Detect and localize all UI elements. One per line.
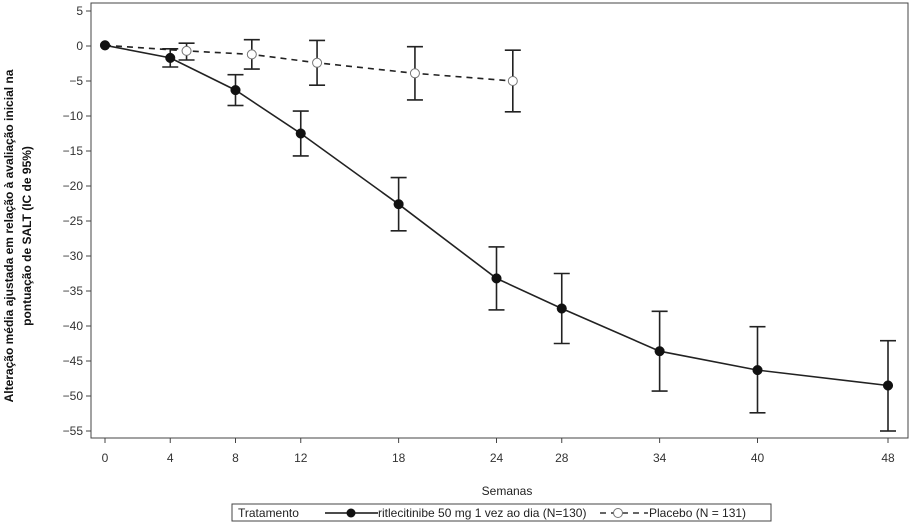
data-point bbox=[393, 199, 404, 210]
legend-marker-ritlecitinibe bbox=[346, 508, 356, 518]
x-axis-title: Semanas bbox=[482, 484, 533, 498]
y-tick-label: 0 bbox=[76, 39, 83, 53]
legend-label-ritlecitinibe: ritlecitinibe 50 mg 1 vez ao dia (N=130) bbox=[378, 506, 586, 520]
series-line bbox=[104, 44, 513, 82]
y-tick-label: −30 bbox=[63, 249, 84, 263]
y-tick-label: −35 bbox=[63, 284, 84, 298]
x-tick-label: 12 bbox=[294, 451, 308, 465]
x-tick-label: 24 bbox=[490, 451, 504, 465]
x-tick-label: 18 bbox=[392, 451, 406, 465]
y-tick-label: −10 bbox=[63, 109, 84, 123]
y-tick-label: −45 bbox=[63, 354, 84, 368]
x-tick-label: 34 bbox=[653, 451, 667, 465]
y-tick-label: −50 bbox=[63, 389, 84, 403]
y-tick-label: 5 bbox=[76, 4, 83, 18]
x-tick-label: 8 bbox=[232, 451, 239, 465]
data-point bbox=[99, 40, 111, 51]
data-point bbox=[409, 68, 420, 79]
data-point bbox=[295, 128, 306, 139]
y-tick-label: −15 bbox=[63, 144, 84, 158]
x-tick-label: 48 bbox=[881, 451, 895, 465]
data-point bbox=[491, 273, 502, 284]
y-tick-label: −20 bbox=[63, 179, 84, 193]
data-point bbox=[654, 346, 665, 357]
data-point bbox=[752, 365, 763, 376]
legend: Tratamento ritlecitinibe 50 mg 1 vez ao … bbox=[231, 503, 772, 522]
y-tick-label: −55 bbox=[63, 424, 84, 438]
data-point bbox=[312, 57, 323, 68]
data-point bbox=[230, 85, 241, 96]
data-point bbox=[246, 49, 257, 60]
data-point bbox=[882, 380, 894, 391]
y-tick-label: −40 bbox=[63, 319, 84, 333]
series-line bbox=[104, 44, 889, 387]
series-placebo bbox=[100, 38, 521, 113]
data-point bbox=[556, 303, 567, 314]
y-tick-label: −25 bbox=[63, 214, 84, 228]
y-tick-label: −5 bbox=[69, 74, 83, 88]
x-tick-label: 28 bbox=[555, 451, 569, 465]
legend-title: Tratamento bbox=[238, 506, 299, 520]
x-tick-label: 4 bbox=[167, 451, 174, 465]
x-tick-label: 0 bbox=[102, 451, 109, 465]
legend-box bbox=[231, 503, 772, 522]
data-point bbox=[165, 52, 176, 63]
data-point bbox=[507, 76, 518, 86]
legend-label-placebo: Placebo (N = 131) bbox=[649, 506, 746, 520]
x-tick-label: 40 bbox=[751, 451, 765, 465]
series-ritlecitinibe bbox=[99, 40, 896, 432]
y-axis-title-line-2: pontuação de SALT (IC de 95%) bbox=[20, 146, 34, 326]
y-axis-title-line-1: Alteração média ajustada em relação à av… bbox=[2, 69, 16, 402]
legend-marker-placebo bbox=[613, 508, 623, 518]
data-point bbox=[181, 45, 192, 56]
